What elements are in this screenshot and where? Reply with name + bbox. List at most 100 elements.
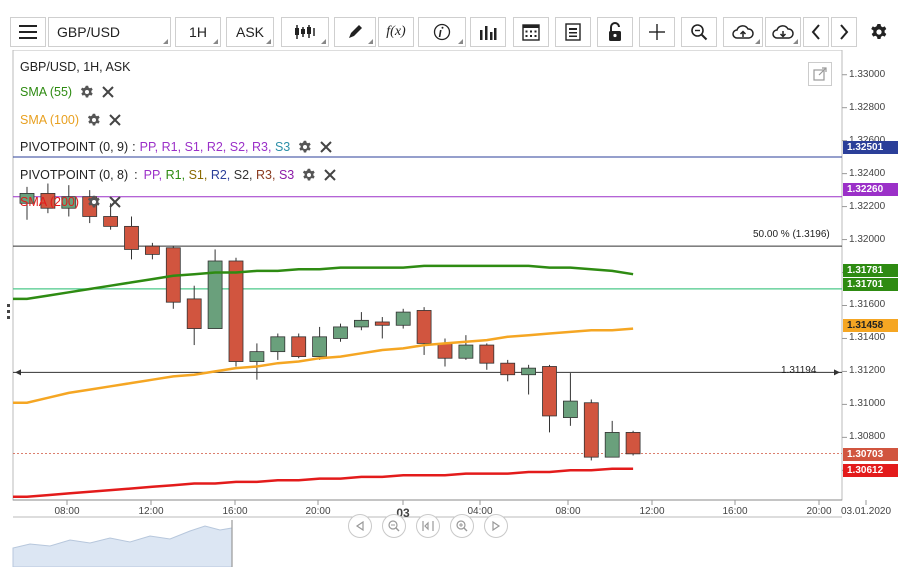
news-button[interactable] xyxy=(555,17,591,47)
close-icon[interactable] xyxy=(324,169,336,181)
fib-label: 50.00 % (1.3196) xyxy=(753,229,830,240)
magnifier-icon xyxy=(691,24,708,41)
reset-view-button[interactable] xyxy=(416,514,440,538)
cloud-download-icon xyxy=(772,25,794,39)
fx-label: f(x) xyxy=(386,24,406,39)
price-tag-sma100: 1.31458 xyxy=(843,319,898,332)
chevron-left-icon xyxy=(811,24,820,40)
sma200-label: SMA (200) xyxy=(20,195,80,209)
fullscreen-button[interactable] xyxy=(808,62,832,86)
chart-type-button[interactable] xyxy=(281,17,329,47)
x-tick-label: 16:00 xyxy=(722,506,748,517)
close-icon[interactable] xyxy=(109,114,121,126)
info-button[interactable] xyxy=(418,17,466,47)
menu-button[interactable] xyxy=(10,17,46,47)
draw-tool-button[interactable] xyxy=(334,17,376,47)
legend-title-text: GBP/USD, 1H, ASK xyxy=(20,60,131,74)
x-tick-label: 08:00 xyxy=(54,506,80,517)
candle-body xyxy=(604,432,620,458)
panel-drag-handle[interactable] xyxy=(7,304,10,322)
x-tick-label: 20:00 xyxy=(305,506,331,517)
candle-body xyxy=(458,344,474,359)
price-type-select[interactable]: ASK xyxy=(226,17,274,47)
bar-chart-icon xyxy=(480,26,497,40)
close-icon[interactable] xyxy=(320,141,332,153)
scroll-left-button[interactable] xyxy=(803,17,829,47)
sma100-line xyxy=(13,327,634,404)
hline-label: 1.31194 xyxy=(781,365,817,376)
candle-body xyxy=(333,326,348,339)
pivot9-s3: S3 xyxy=(274,140,291,154)
symbol-select[interactable]: GBP/USD xyxy=(48,17,171,47)
pivot8-s2: S2, xyxy=(233,168,253,182)
plot-frame xyxy=(12,50,843,501)
gear-icon[interactable] xyxy=(87,195,101,209)
indicators-button[interactable]: f(x) xyxy=(378,17,414,47)
pan-left-button[interactable] xyxy=(348,514,372,538)
x-tick-label: 16:00 xyxy=(222,506,248,517)
candle-body xyxy=(40,193,56,209)
pivot9-r3: R3, xyxy=(252,140,272,154)
scroll-right-button[interactable] xyxy=(831,17,857,47)
zoom-out-button[interactable] xyxy=(382,514,406,538)
gear-icon[interactable] xyxy=(87,113,101,127)
y-tick-label: 1.31600 xyxy=(849,299,886,311)
price-chart[interactable] xyxy=(0,50,909,567)
zoom-button[interactable] xyxy=(681,17,717,47)
candle-body xyxy=(144,245,160,255)
pivot9-s1: S1, xyxy=(184,140,204,154)
chart-area[interactable]: GBP/USD, 1H, ASK SMA (55) SMA (100) PIVO… xyxy=(0,50,909,567)
y-tick-label: 1.32000 xyxy=(849,233,886,245)
chevron-right-icon xyxy=(840,24,849,40)
pivot8-pp: PP, xyxy=(143,168,163,182)
y-tick-label: 1.31000 xyxy=(849,398,886,410)
price-tag-last: 1.30703 xyxy=(843,448,898,461)
timeframe-select[interactable]: 1H xyxy=(175,17,221,47)
y-tick-label: 1.32800 xyxy=(849,101,886,113)
settings-button[interactable] xyxy=(862,17,896,47)
price-type-label: ASK xyxy=(235,24,264,40)
calendar-button[interactable] xyxy=(513,17,549,47)
price-tag-green: 1.31701 xyxy=(843,278,898,291)
download-button[interactable] xyxy=(765,17,801,47)
expand-icon xyxy=(813,67,827,81)
crosshair-button[interactable] xyxy=(639,17,675,47)
zoom-out-icon xyxy=(388,520,400,532)
pivot9-label: PIVOTPOINT (0, 9) xyxy=(20,140,129,154)
y-tick-label: 1.32400 xyxy=(849,167,886,179)
close-icon[interactable] xyxy=(109,196,121,208)
pivot8-s3: S3 xyxy=(278,168,295,182)
gear-icon[interactable] xyxy=(298,140,312,154)
close-icon[interactable] xyxy=(102,86,114,98)
y-tick-label: 1.32200 xyxy=(849,200,886,212)
candle-body xyxy=(61,196,77,209)
gear-icon[interactable] xyxy=(302,168,316,182)
volume-button[interactable] xyxy=(470,17,506,47)
candle-body xyxy=(103,216,118,227)
legend-pivot-8[interactable]: PIVOTPOINT (0, 8) : PP, R1, S1, R2, S2, … xyxy=(20,168,336,182)
symbol-label: GBP/USD xyxy=(57,24,121,40)
candle-body xyxy=(500,362,516,376)
pencil-icon xyxy=(349,25,362,38)
pivot8-r1: R1, xyxy=(165,168,186,182)
legend-sma100[interactable]: SMA (100) xyxy=(20,113,121,127)
triangle-right-icon xyxy=(492,521,501,531)
candle-body xyxy=(124,225,139,250)
legend-pivot-9[interactable]: PIVOTPOINT (0, 9) : PP, R1, S1, R2, S2, … xyxy=(20,140,332,154)
zoom-in-button[interactable] xyxy=(450,514,474,538)
lock-button[interactable] xyxy=(597,17,633,47)
legend-sma200[interactable]: SMA (200) xyxy=(20,195,121,209)
upload-button[interactable] xyxy=(723,17,763,47)
pan-right-button[interactable] xyxy=(484,514,508,538)
x-tick-label: 04:00 xyxy=(467,506,493,517)
pivot9-r2: R2, xyxy=(206,140,227,154)
price-tag-pivot-r: 1.32501 xyxy=(843,141,898,154)
legend-sma55[interactable]: SMA (55) xyxy=(20,85,114,99)
candle-body xyxy=(207,260,223,329)
candle-body xyxy=(249,351,265,362)
candle-body xyxy=(521,367,536,376)
candle-body xyxy=(416,310,432,344)
pivot8-r2: R2, xyxy=(210,168,231,182)
gear-icon[interactable] xyxy=(80,85,94,99)
candle-body xyxy=(186,298,202,329)
